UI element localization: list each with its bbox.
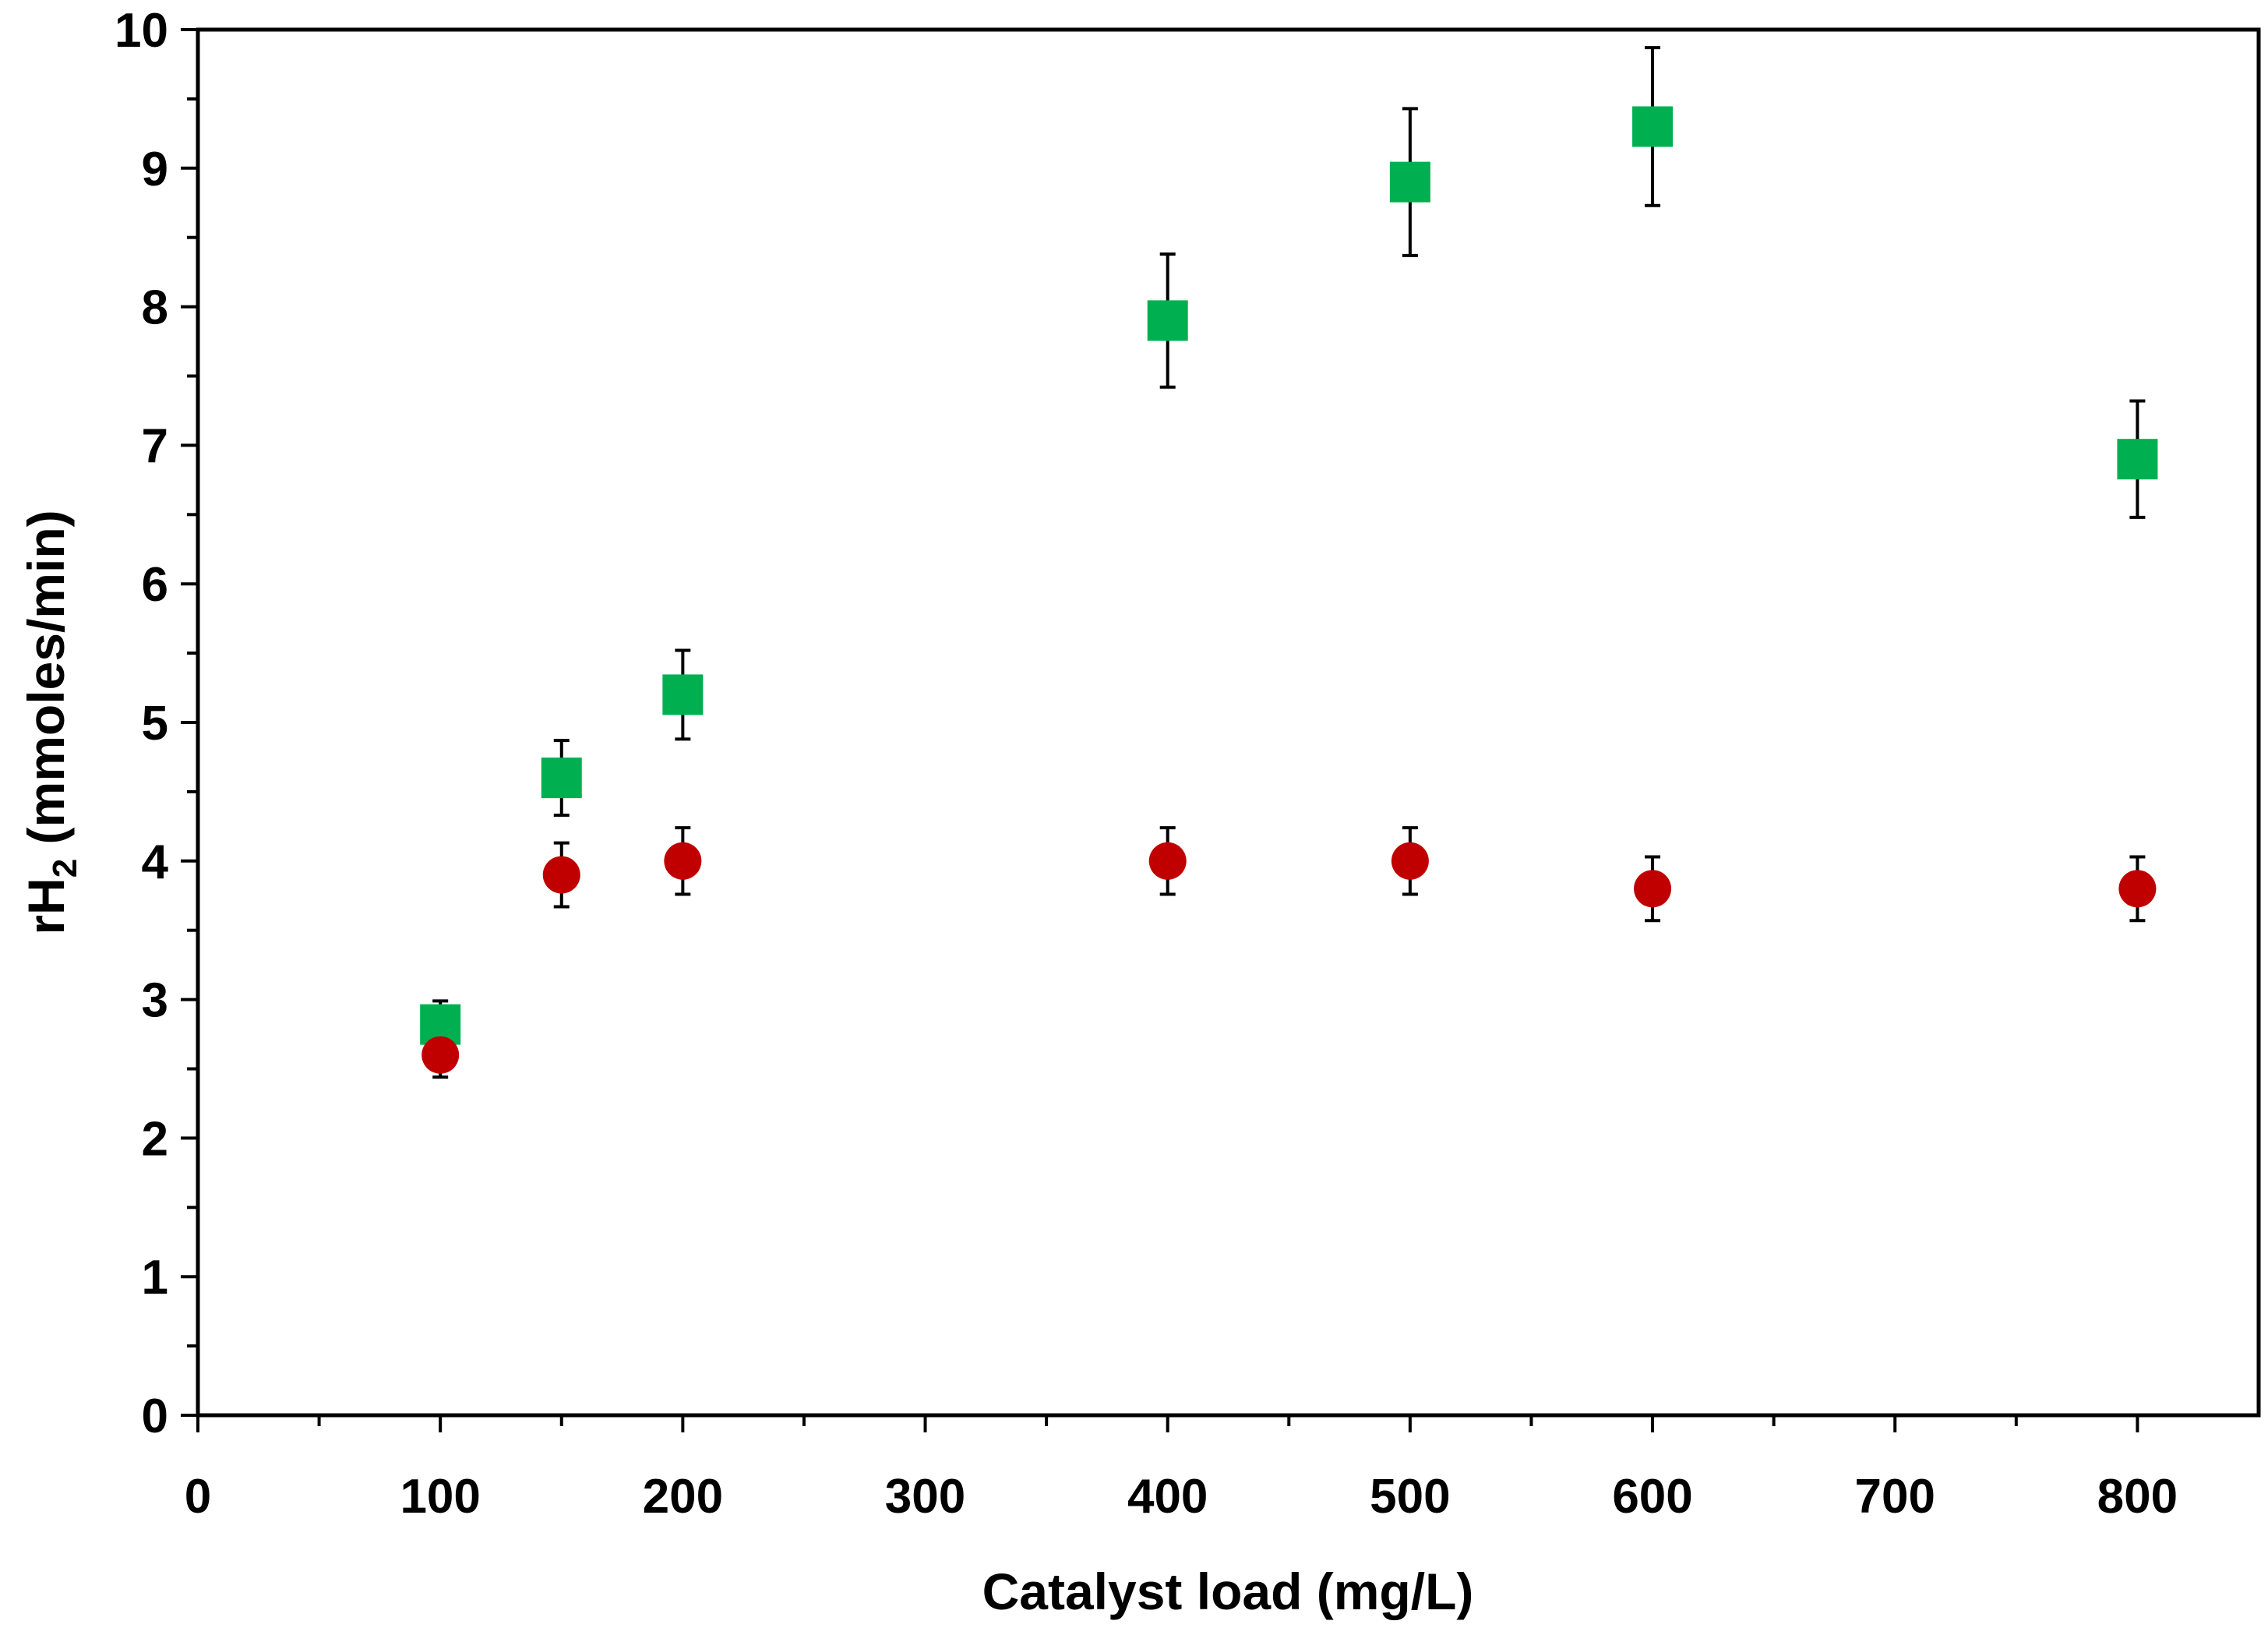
x-tick-label: 300 bbox=[885, 1470, 965, 1524]
red-circle-point bbox=[1148, 842, 1187, 880]
green-square-point bbox=[1389, 161, 1430, 203]
tick-labels: 0 100 200 300 400 500 600 700 800 0 1 2 3 4 5 6 7 8 9 10 bbox=[115, 4, 2178, 1524]
y-tick-label: 4 bbox=[142, 835, 169, 889]
green-square-point bbox=[2117, 439, 2158, 480]
x-tick-label: 0 bbox=[185, 1470, 211, 1524]
x-tick-label: 800 bbox=[2097, 1470, 2178, 1524]
data-markers bbox=[420, 106, 2158, 1074]
x-tick-label: 100 bbox=[400, 1470, 480, 1524]
red-circle-point bbox=[2118, 870, 2157, 908]
red-circle-point bbox=[542, 856, 580, 894]
green-square-point bbox=[1632, 106, 1674, 147]
y-tick-label: 0 bbox=[142, 1390, 168, 1443]
y-tick-label: 7 bbox=[142, 419, 168, 473]
y-tick-label: 1 bbox=[142, 1251, 168, 1305]
red-circle-point bbox=[1634, 870, 1672, 908]
red-circle-point bbox=[664, 842, 702, 880]
y-tick-label: 6 bbox=[142, 558, 168, 612]
y-tick-label: 2 bbox=[142, 1112, 168, 1166]
plot-area-frame bbox=[196, 27, 2261, 1418]
green-square-point bbox=[662, 674, 704, 715]
x-tick-label: 200 bbox=[643, 1470, 723, 1524]
y-axis-title-prefix: rH bbox=[17, 878, 75, 934]
y-tick-label: 8 bbox=[142, 281, 168, 335]
green-square-point bbox=[541, 757, 582, 799]
y-axis-title-subscript: 2 bbox=[46, 859, 84, 878]
x-axis-title: Catalyst load (mg/L) bbox=[982, 1563, 1474, 1620]
red-circle-point bbox=[422, 1036, 460, 1074]
green-square-point bbox=[1147, 300, 1188, 341]
x-tick-label: 400 bbox=[1127, 1470, 1208, 1524]
x-tick-label: 700 bbox=[1855, 1470, 1935, 1524]
x-tick-label: 500 bbox=[1370, 1470, 1450, 1524]
y-tick-label: 5 bbox=[142, 697, 168, 750]
y-axis-title: rH2 (mmoles/min) bbox=[17, 510, 84, 934]
red-circle-point bbox=[1391, 842, 1429, 880]
y-tick-label: 10 bbox=[115, 4, 168, 58]
y-tick-label: 3 bbox=[142, 974, 168, 1028]
y-axis-title-suffix: (mmoles/min) bbox=[17, 510, 75, 858]
y-tick-label: 9 bbox=[142, 143, 168, 196]
x-tick-label: 600 bbox=[1612, 1470, 1692, 1524]
